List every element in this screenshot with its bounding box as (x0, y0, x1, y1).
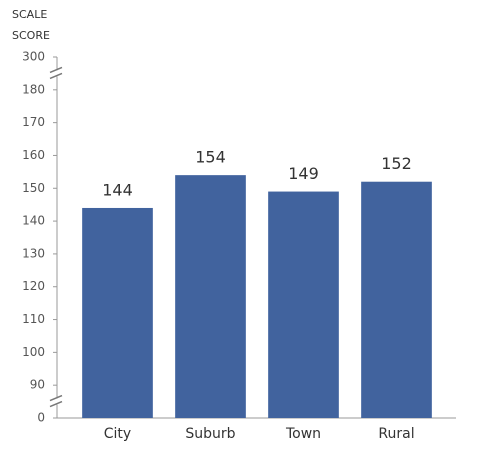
y-tick-label: 300 (22, 50, 45, 64)
y-tick-label: 0 (37, 411, 45, 425)
bar (361, 181, 432, 418)
axis-break (49, 72, 63, 80)
y-tick-label: 180 (22, 82, 45, 96)
axis-break-gap (51, 398, 63, 405)
y-axis-label: SCALE SCORE (12, 8, 50, 42)
y-tick-label: 140 (22, 214, 45, 228)
x-tick-label: City (104, 426, 131, 442)
y-tick-label: 110 (22, 312, 45, 326)
axis-break-gap (51, 70, 63, 77)
data-label: 152 (381, 154, 412, 173)
bar (175, 175, 246, 418)
x-tick-label: Town (285, 426, 321, 442)
bar (82, 207, 153, 418)
x-tick-label: Rural (378, 426, 414, 442)
data-label: 144 (102, 180, 133, 199)
y-tick-label: 100 (22, 345, 45, 359)
data-label: 154 (195, 148, 226, 167)
axis-break (49, 394, 63, 402)
y-tick-label: 160 (22, 148, 45, 162)
data-label: 149 (288, 164, 319, 183)
axis-break (49, 66, 63, 74)
y-tick-label: 170 (22, 115, 45, 129)
y-tick-label: 120 (22, 279, 45, 293)
y-tick-label: 150 (22, 181, 45, 195)
y-tick-label: 90 (30, 378, 45, 392)
x-tick-label: Suburb (185, 426, 235, 442)
axis-break (49, 400, 63, 408)
bar (268, 191, 339, 418)
y-tick-label: 130 (22, 246, 45, 260)
